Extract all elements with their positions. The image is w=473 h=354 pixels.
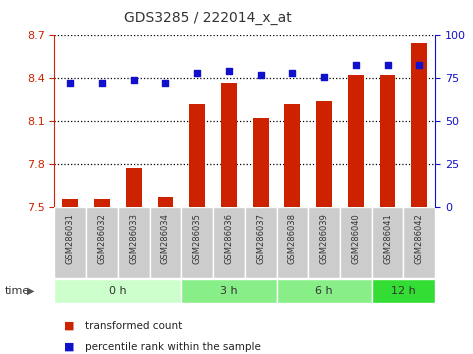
Bar — [284, 104, 300, 207]
Text: ■: ■ — [64, 321, 74, 331]
Text: GSM286032: GSM286032 — [97, 213, 106, 264]
Bar — [158, 197, 174, 207]
Bar — [316, 101, 332, 207]
Text: GSM286033: GSM286033 — [129, 213, 138, 264]
Text: GSM286031: GSM286031 — [66, 213, 75, 264]
FancyBboxPatch shape — [340, 207, 372, 278]
Point — [415, 62, 423, 67]
Text: GSM286040: GSM286040 — [351, 213, 360, 263]
FancyBboxPatch shape — [372, 207, 403, 278]
FancyBboxPatch shape — [245, 207, 277, 278]
FancyBboxPatch shape — [181, 207, 213, 278]
Text: GSM286035: GSM286035 — [193, 213, 201, 264]
Point — [352, 62, 359, 67]
Text: transformed count: transformed count — [85, 321, 183, 331]
FancyBboxPatch shape — [403, 207, 435, 278]
FancyBboxPatch shape — [277, 279, 372, 303]
Bar — [380, 75, 395, 207]
FancyBboxPatch shape — [277, 207, 308, 278]
FancyBboxPatch shape — [149, 207, 181, 278]
FancyBboxPatch shape — [213, 207, 245, 278]
Bar — [221, 82, 237, 207]
Text: 3 h: 3 h — [220, 286, 238, 296]
FancyBboxPatch shape — [54, 207, 86, 278]
Text: GDS3285 / 222014_x_at: GDS3285 / 222014_x_at — [124, 11, 292, 25]
Text: ■: ■ — [64, 342, 74, 352]
Bar — [412, 42, 427, 207]
Bar — [62, 199, 78, 207]
Bar — [348, 75, 364, 207]
Text: GSM286036: GSM286036 — [224, 213, 233, 264]
Text: GSM286034: GSM286034 — [161, 213, 170, 264]
Text: GSM286041: GSM286041 — [383, 213, 392, 263]
Point — [98, 81, 106, 86]
Text: GSM286038: GSM286038 — [288, 213, 297, 264]
FancyBboxPatch shape — [181, 279, 277, 303]
Bar — [126, 169, 141, 207]
Text: 0 h: 0 h — [109, 286, 127, 296]
Point — [67, 81, 74, 86]
FancyBboxPatch shape — [372, 279, 435, 303]
Text: ▶: ▶ — [27, 286, 35, 296]
FancyBboxPatch shape — [86, 207, 118, 278]
Point — [320, 74, 328, 79]
Point — [257, 72, 264, 78]
Text: 12 h: 12 h — [391, 286, 416, 296]
Text: GSM286042: GSM286042 — [415, 213, 424, 263]
FancyBboxPatch shape — [118, 207, 149, 278]
Bar — [189, 104, 205, 207]
Text: percentile rank within the sample: percentile rank within the sample — [85, 342, 261, 352]
Text: 6 h: 6 h — [315, 286, 333, 296]
Text: GSM286037: GSM286037 — [256, 213, 265, 264]
Point — [130, 77, 138, 83]
Bar — [253, 118, 269, 207]
Point — [225, 69, 233, 74]
Point — [384, 62, 391, 67]
Text: time: time — [5, 286, 30, 296]
Point — [162, 81, 169, 86]
Bar — [94, 199, 110, 207]
Text: GSM286039: GSM286039 — [320, 213, 329, 264]
FancyBboxPatch shape — [54, 279, 181, 303]
FancyBboxPatch shape — [308, 207, 340, 278]
Point — [289, 70, 296, 76]
Point — [193, 70, 201, 76]
